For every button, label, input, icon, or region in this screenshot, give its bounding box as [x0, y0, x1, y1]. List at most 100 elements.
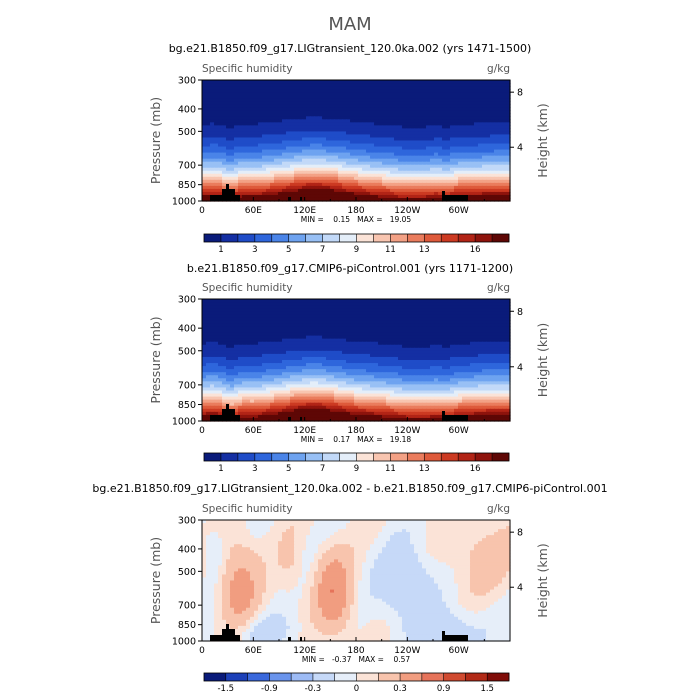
field-cell [266, 176, 271, 181]
field-cell [310, 143, 315, 148]
field-cell [430, 89, 435, 93]
field-cell [478, 128, 483, 133]
field-cell [242, 107, 247, 111]
field-cell [454, 83, 459, 87]
field-cell [226, 86, 231, 90]
field-cell [326, 95, 331, 99]
panel-title: b.e21.B1850.f09_g17.CMIP6-piControl.001 … [187, 262, 513, 275]
field-cell [250, 83, 255, 87]
field-cell [322, 101, 327, 105]
field-cell [286, 98, 291, 102]
field-cell [230, 161, 235, 166]
field-cell [390, 155, 395, 160]
field-cell [482, 149, 487, 154]
field-cell [258, 125, 263, 130]
colorbar-label: 5 [286, 245, 291, 255]
field-cell [330, 152, 335, 157]
field-cell [214, 92, 219, 96]
field-cell [238, 107, 243, 111]
field-cell [406, 179, 411, 184]
field-cell [242, 143, 247, 148]
field-cell [322, 125, 327, 130]
field-cell [494, 98, 499, 102]
field-cell [370, 101, 375, 105]
field-cell [334, 152, 339, 157]
field-cell [354, 179, 359, 184]
field-cell [378, 161, 383, 166]
field-cell [318, 131, 323, 136]
field-cell [342, 128, 347, 133]
field-cell [502, 125, 507, 130]
field-cell [414, 155, 419, 160]
field-cell [418, 143, 423, 148]
field-cell [482, 131, 487, 136]
field-cell [394, 140, 399, 145]
field-cell [406, 167, 411, 172]
field-cell [486, 113, 491, 117]
field-cell [350, 86, 355, 90]
field-cell [294, 155, 299, 160]
field-cell [462, 164, 467, 169]
field-cell [354, 89, 359, 93]
field-cell [482, 137, 487, 142]
field-cell [362, 134, 367, 139]
field-cell [430, 98, 435, 102]
field-cell [298, 176, 303, 181]
field-cell [406, 80, 411, 84]
field-cell [418, 173, 423, 178]
field-cell [490, 143, 495, 148]
field-cell [286, 173, 291, 178]
field-cell [434, 83, 439, 87]
field-cell [302, 119, 307, 123]
field-cell [362, 152, 367, 157]
field-cell [414, 104, 419, 108]
field-cell [218, 107, 223, 111]
field-cell [426, 104, 431, 108]
field-cell [330, 80, 335, 84]
field-cell [382, 176, 387, 181]
field-cell [222, 128, 227, 133]
field-cell [294, 98, 299, 102]
field-cell [242, 158, 247, 163]
field-cell [378, 131, 383, 136]
field-cell [358, 134, 363, 139]
field-cell [254, 155, 259, 160]
field-cell [362, 128, 367, 133]
field-cell [286, 176, 291, 181]
field-cell [378, 152, 383, 157]
field-cell [466, 110, 471, 114]
field-cell [422, 98, 427, 102]
field-cell [486, 155, 491, 160]
field-cell [438, 125, 443, 130]
field-cell [362, 80, 367, 84]
field-cell [386, 134, 391, 139]
field-cell [214, 86, 219, 90]
field-cell [246, 110, 251, 114]
field-cell [354, 140, 359, 145]
field-cell [390, 128, 395, 133]
field-cell [478, 86, 483, 90]
field-cell [286, 119, 291, 123]
field-cell [270, 134, 275, 139]
field-cell [350, 89, 355, 93]
field-cell [234, 131, 239, 136]
field-cell [398, 110, 403, 114]
field-cell [362, 131, 367, 136]
field-cell [390, 143, 395, 148]
field-cell [250, 143, 255, 148]
field-cell [378, 80, 383, 84]
field-cell [262, 122, 267, 126]
field-cell [394, 143, 399, 148]
field-cell [218, 110, 223, 114]
field-cell [210, 182, 215, 187]
field-cell [254, 128, 259, 133]
field-cell [314, 95, 319, 99]
field-cell [286, 149, 291, 154]
field-cell [350, 164, 355, 169]
field-cell [466, 86, 471, 90]
field-cell [230, 131, 235, 136]
field-cell [378, 179, 383, 184]
field-cell [262, 128, 267, 133]
field-cell [374, 113, 379, 117]
field-cell [490, 80, 495, 84]
